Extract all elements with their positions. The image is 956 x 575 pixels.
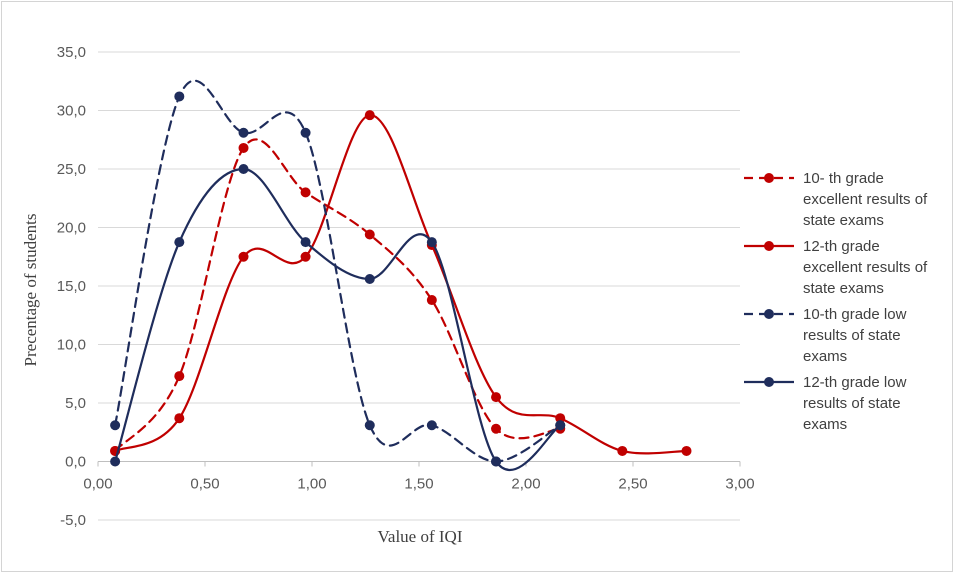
y-tick-label: 20,0 xyxy=(57,220,86,237)
data-point xyxy=(238,164,249,174)
legend-label: state exams xyxy=(803,280,884,297)
x-tick-label: 2,00 xyxy=(511,476,540,493)
legend-label: results of state xyxy=(803,327,901,344)
data-point xyxy=(681,445,692,456)
legend-marker xyxy=(764,173,774,183)
data-point xyxy=(491,392,502,403)
legend-label: exams xyxy=(803,348,847,365)
data-point xyxy=(300,187,311,198)
data-point xyxy=(174,91,185,102)
data-point xyxy=(491,423,502,434)
data-point xyxy=(426,237,437,248)
series-line xyxy=(114,114,688,455)
series-1 xyxy=(110,138,566,456)
data-point xyxy=(555,420,566,431)
y-tick-label: 10,0 xyxy=(57,337,86,354)
series-group xyxy=(110,79,692,472)
legend-label: excellent results of xyxy=(803,259,928,276)
y-tick-label: 5,0 xyxy=(65,395,86,412)
legend-label: excellent results of xyxy=(803,191,928,208)
legend-label: 12-th grade low xyxy=(803,374,907,391)
data-point xyxy=(238,142,249,153)
data-point xyxy=(174,371,185,382)
data-point xyxy=(300,127,311,138)
x-axis-tick-labels: 0,00 0,50 1,00 1,50 2,00 2,50 3,00 xyxy=(83,476,754,493)
y-tick-label: -5,0 xyxy=(60,512,86,529)
legend-label: 10-th grade low xyxy=(803,306,907,323)
y-tick-label: 30,0 xyxy=(57,103,86,120)
x-tick-label: 0,50 xyxy=(190,476,219,493)
x-tick-label: 3,00 xyxy=(725,476,754,493)
data-point xyxy=(174,413,185,424)
legend: 10- th grade excellent results of state ex… xyxy=(744,170,928,433)
legend-marker xyxy=(764,309,774,319)
legend-marker xyxy=(764,377,774,387)
series-4 xyxy=(110,164,566,472)
data-point xyxy=(364,110,375,121)
data-point xyxy=(491,456,502,467)
series-3 xyxy=(110,79,566,467)
legend-marker xyxy=(764,241,774,251)
x-tick-label: 2,50 xyxy=(618,476,647,493)
series-line xyxy=(114,138,562,453)
data-point xyxy=(426,420,437,431)
x-axis-title: Value of IQI xyxy=(378,527,463,546)
x-tick-label: 1,00 xyxy=(297,476,326,493)
y-axis-title: Precentage of students xyxy=(21,214,40,367)
x-tick-label: 1,50 xyxy=(404,476,433,493)
data-point xyxy=(174,237,185,248)
data-point xyxy=(426,295,437,306)
legend-label: 12-th grade xyxy=(803,238,880,255)
data-point xyxy=(110,420,121,431)
legend-label: exams xyxy=(803,416,847,433)
legend-label: results of state xyxy=(803,395,901,412)
data-point xyxy=(364,273,375,284)
y-tick-label: 0,0 xyxy=(65,454,86,471)
series-line xyxy=(114,79,562,463)
data-point xyxy=(617,445,628,456)
data-point xyxy=(555,413,566,424)
data-point xyxy=(364,420,375,431)
data-point xyxy=(300,237,311,248)
x-tick-label: 0,00 xyxy=(83,476,112,493)
gridlines xyxy=(97,51,741,521)
series-2 xyxy=(110,110,692,456)
data-point xyxy=(300,251,311,262)
legend-label: state exams xyxy=(803,212,884,229)
data-point xyxy=(238,251,249,262)
data-point xyxy=(110,456,121,467)
data-point xyxy=(238,127,249,138)
y-tick-label: 35,0 xyxy=(57,44,86,61)
y-tick-label: 15,0 xyxy=(57,278,86,295)
y-axis-tick-labels: -5,0 0,0 5,0 10,0 15,0 20,0 25,0 30,0 35,0 xyxy=(57,44,86,529)
y-tick-label: 25,0 xyxy=(57,161,86,178)
legend-label: 10- th grade xyxy=(803,170,884,187)
data-point xyxy=(364,229,375,240)
